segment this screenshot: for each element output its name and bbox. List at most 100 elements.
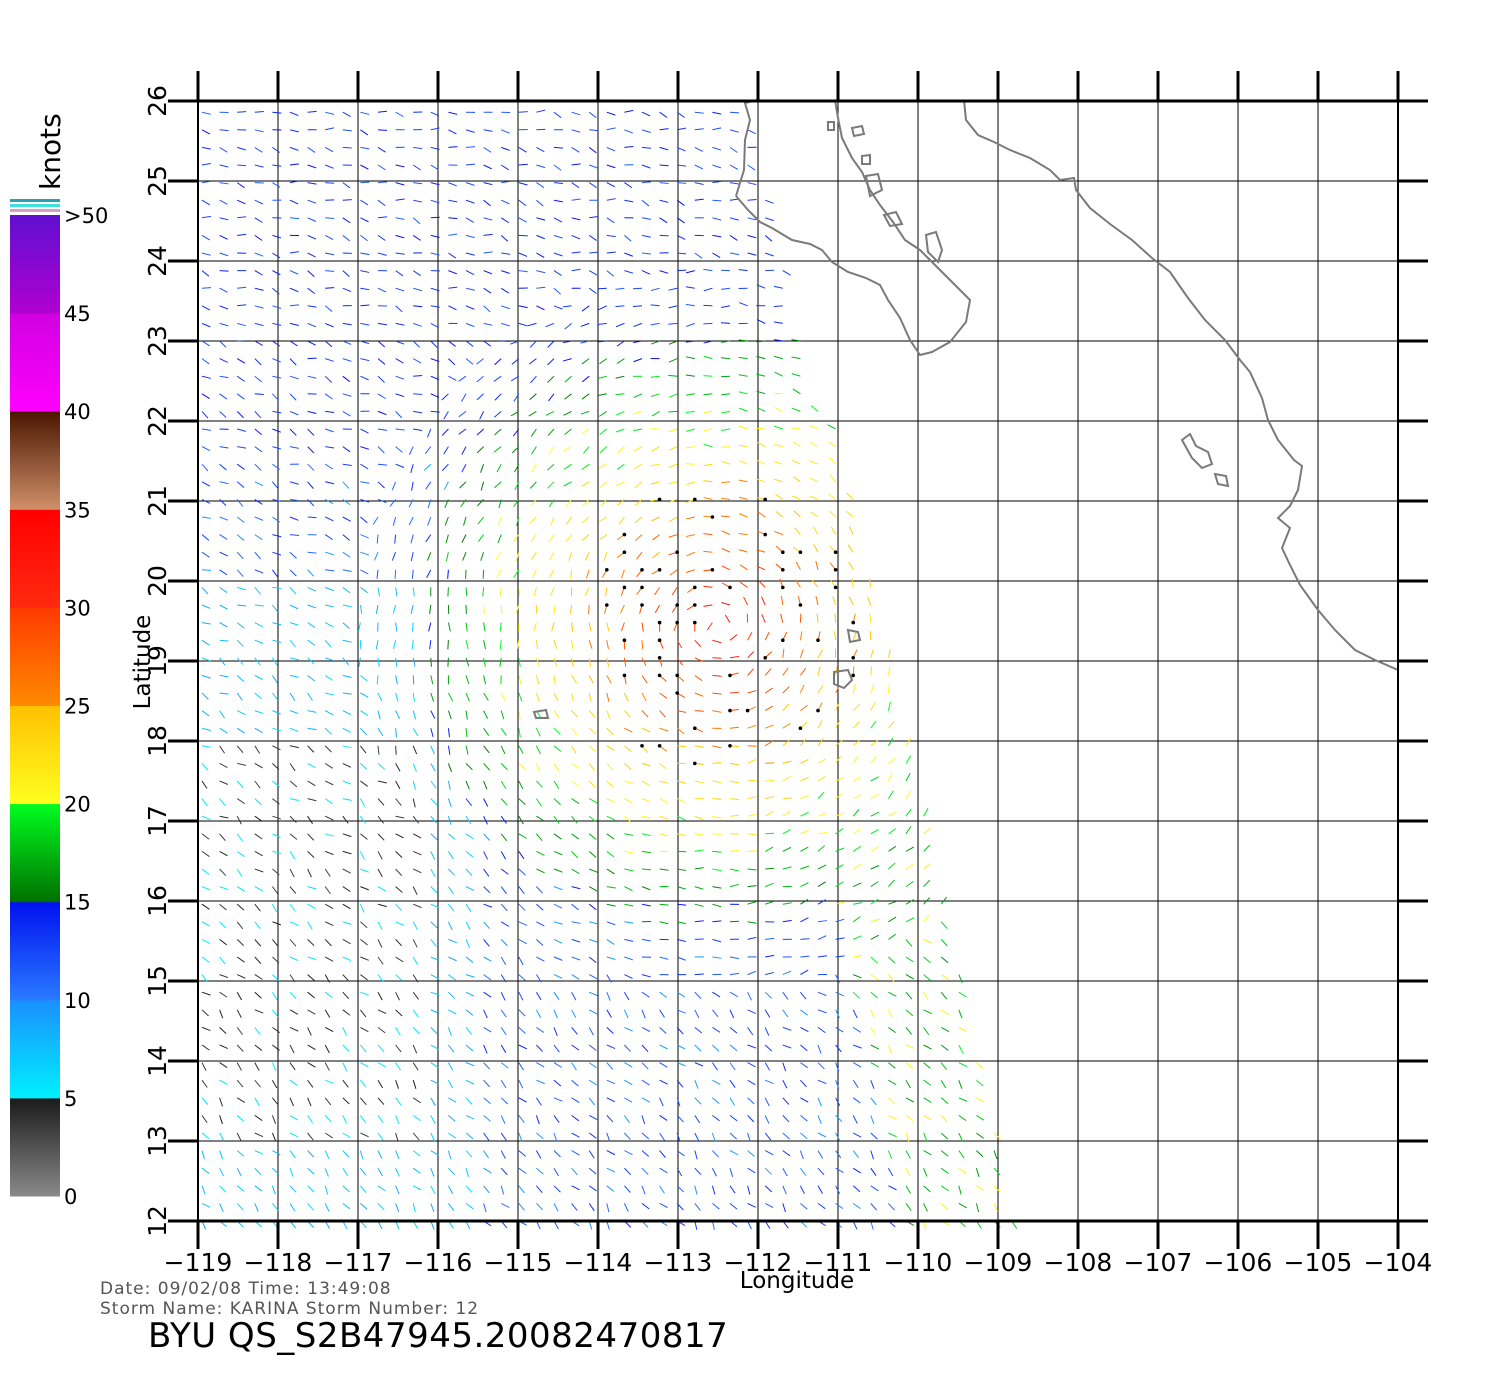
- wind-vector: [307, 287, 316, 294]
- wind-vector: [616, 358, 625, 364]
- wind-vector: [773, 285, 783, 289]
- wind-vector: [518, 1009, 526, 1017]
- wind-vector: [764, 811, 774, 817]
- colorbar-segment: [10, 509, 60, 608]
- wind-vector: [835, 828, 844, 835]
- wind-vector: [738, 356, 748, 360]
- wind-vector: [289, 692, 296, 701]
- wind-vector: [782, 810, 791, 817]
- wind-vector: [923, 914, 930, 923]
- wind-vector: [412, 1132, 420, 1141]
- wind-vector: [553, 868, 563, 873]
- wind-vector: [324, 375, 333, 383]
- wind-vector: [940, 1044, 949, 1051]
- wind-vector: [799, 1185, 805, 1195]
- wind-vector: [712, 938, 722, 943]
- wind-vector: [729, 1097, 736, 1106]
- wind-vector: [465, 851, 474, 858]
- wind-vector: [377, 446, 385, 454]
- wind-vector: [201, 340, 210, 347]
- wind-vector: [201, 1079, 208, 1088]
- wind-vector: [563, 463, 572, 470]
- wind-vector: [905, 1167, 911, 1177]
- wind-vector: [410, 604, 414, 614]
- wind-vector: [553, 1044, 560, 1053]
- wind-vector: [254, 1167, 262, 1176]
- wind-vector: [494, 393, 502, 401]
- wind-vector: [360, 586, 368, 594]
- wind-vector: [616, 410, 625, 416]
- wind-vector: [799, 1150, 804, 1160]
- wind-vector: [465, 939, 471, 948]
- wind-vector: [483, 622, 486, 632]
- wind-vector: [289, 1062, 296, 1071]
- wind-vector: [817, 1167, 825, 1176]
- wind-vector: [712, 991, 721, 998]
- wind-vector: [721, 305, 731, 308]
- wind-vector: [236, 868, 243, 877]
- wind-vector: [518, 921, 528, 926]
- wind-vector: [254, 358, 262, 366]
- wind-vector: [747, 1150, 755, 1157]
- wind-vector: [827, 441, 836, 448]
- wind-vector: [729, 129, 739, 133]
- wind-vector: [465, 305, 475, 310]
- wind-vector: [360, 146, 370, 150]
- wind-vector: [703, 287, 713, 292]
- wind-vector: [606, 1062, 614, 1070]
- wind-vector: [272, 604, 279, 613]
- wind-vector: [394, 534, 397, 544]
- wind-vector: [483, 251, 493, 254]
- wind-vector: [342, 1150, 350, 1158]
- wind-vector: [412, 1009, 419, 1018]
- wind-vector: [756, 284, 766, 289]
- wind-vector: [729, 198, 739, 201]
- wind-vector: [703, 444, 713, 448]
- wind-vector: [412, 833, 422, 839]
- wind-vector: [782, 1115, 790, 1123]
- wind-vector: [852, 1079, 859, 1088]
- wind-vector: [668, 463, 678, 468]
- wind-vector: [201, 991, 211, 996]
- wind-vector: [641, 640, 644, 650]
- wind-vector: [254, 252, 264, 257]
- wind-vector: [571, 1203, 578, 1211]
- wind-vector: [835, 1044, 842, 1053]
- wind-vector: [500, 1202, 510, 1208]
- wind-vector: [236, 551, 244, 560]
- wind-vector: [685, 303, 695, 307]
- wind-vector: [412, 1114, 421, 1122]
- wind-vector: [641, 1044, 649, 1053]
- longitude-tick-label: −118: [244, 1248, 313, 1277]
- wind-vector: [395, 815, 405, 819]
- wind-vector: [413, 428, 423, 432]
- wind-vector: [535, 974, 542, 983]
- wind-vector: [427, 499, 432, 509]
- wind-vector: [764, 687, 773, 694]
- colorbar-tick-label: 10: [64, 989, 91, 1013]
- wind-vector: [712, 920, 722, 923]
- wind-vector: [585, 569, 590, 579]
- wind-vector: [694, 1167, 702, 1176]
- longitude-tick-label: −111: [804, 1248, 873, 1277]
- wind-vector: [536, 305, 545, 311]
- wind-vector: [571, 1167, 578, 1176]
- wind-vector: [377, 146, 386, 153]
- wind-vector: [254, 833, 263, 840]
- wind-vector: [800, 758, 809, 764]
- wind-vector: [429, 640, 432, 650]
- wind-vector: [553, 815, 560, 824]
- wind-vector: [782, 1185, 787, 1195]
- y-axis-label: Latitude: [130, 615, 156, 710]
- wind-vector: [236, 1079, 244, 1088]
- wind-vector: [809, 495, 819, 500]
- wind-vector: [835, 1026, 844, 1033]
- wind-vector: [641, 675, 648, 684]
- wind-vector: [712, 217, 722, 221]
- wind-vector: [307, 234, 317, 240]
- wind-vector: [677, 146, 686, 152]
- colorbar-tick-label: 5: [64, 1087, 77, 1111]
- wind-vector: [633, 340, 643, 344]
- wind-vector: [659, 146, 669, 151]
